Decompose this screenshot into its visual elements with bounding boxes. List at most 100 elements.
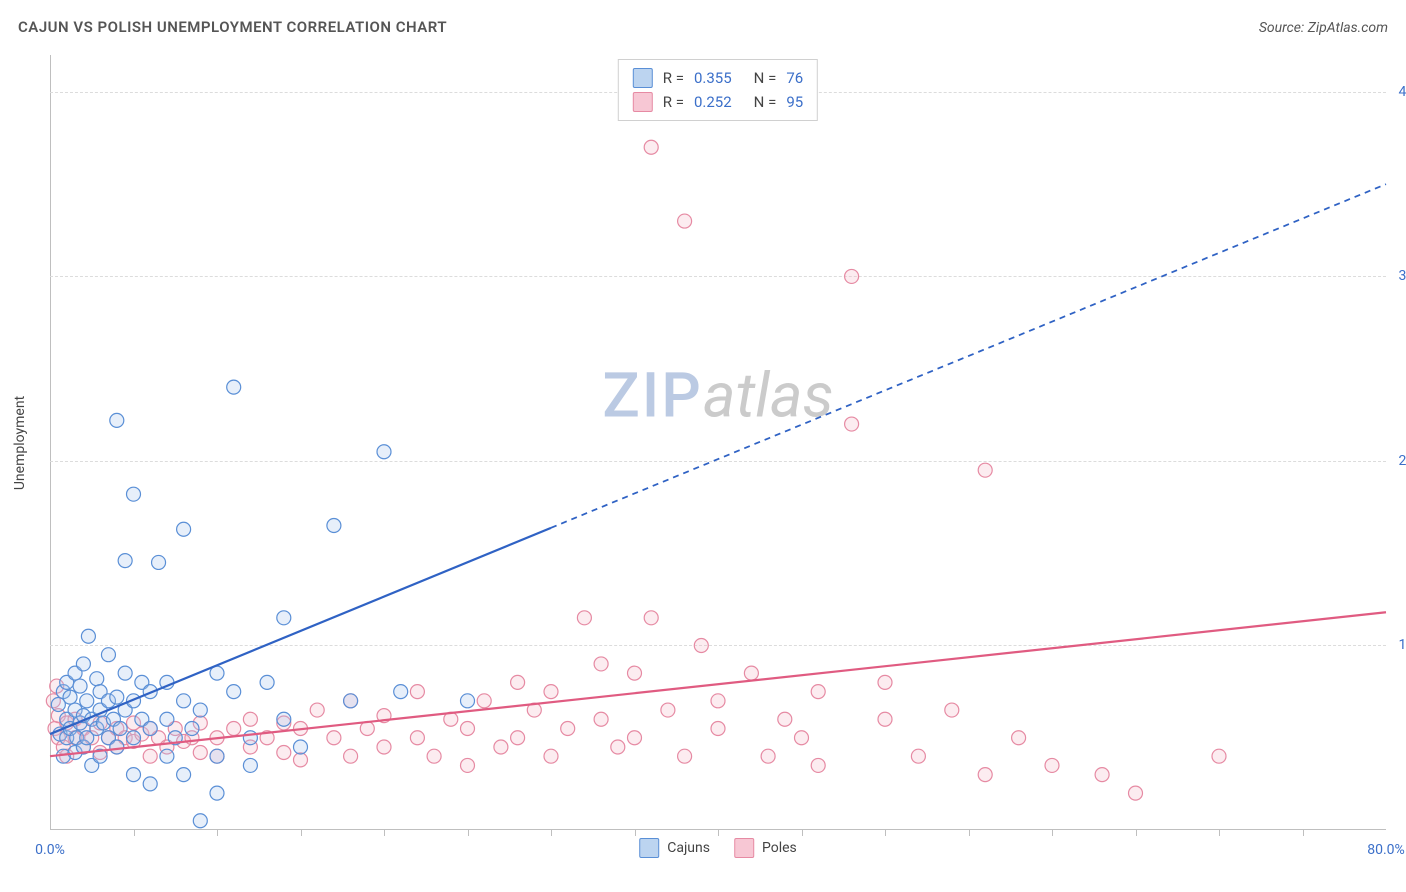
data-point — [511, 731, 525, 745]
data-point — [694, 638, 708, 652]
data-point — [594, 712, 608, 726]
data-point — [327, 731, 341, 745]
data-point — [101, 648, 115, 662]
data-point — [561, 722, 575, 736]
stat-n-label: N = — [754, 93, 777, 111]
stats-row-cajuns: R = 0.355 N = 76 — [633, 66, 803, 90]
legend-item-cajuns: Cajuns — [639, 838, 710, 858]
data-point — [193, 746, 207, 760]
data-point — [427, 749, 441, 763]
x-tick — [468, 830, 469, 836]
data-point — [744, 666, 758, 680]
data-point — [644, 140, 658, 154]
data-point — [678, 749, 692, 763]
x-tick — [718, 830, 719, 836]
data-point — [110, 740, 124, 754]
data-point — [461, 758, 475, 772]
y-axis-label: Unemployment — [12, 395, 28, 489]
data-point — [410, 685, 424, 699]
data-point — [90, 672, 104, 686]
x-tick — [134, 830, 135, 836]
x-tick — [885, 830, 886, 836]
data-point — [81, 629, 95, 643]
legend-swatch-cajuns — [639, 838, 659, 858]
data-point — [795, 731, 809, 745]
data-point — [628, 666, 642, 680]
data-point — [127, 731, 141, 745]
x-tick — [1052, 830, 1053, 836]
x-tick-label: 80.0% — [1367, 842, 1405, 858]
data-point — [761, 749, 775, 763]
data-point — [778, 712, 792, 726]
data-point — [327, 519, 341, 533]
data-point — [628, 731, 642, 745]
stats-box: R = 0.355 N = 76 R = 0.252 N = 95 — [618, 59, 818, 121]
data-point — [227, 380, 241, 394]
chart-source: Source: ZipAtlas.com — [1259, 20, 1388, 36]
data-point — [594, 657, 608, 671]
data-point — [344, 694, 358, 708]
data-point — [878, 675, 892, 689]
legend-swatch-poles — [734, 838, 754, 858]
data-point — [227, 685, 241, 699]
swatch-cajuns — [633, 68, 653, 88]
stat-n-label: N = — [754, 69, 777, 87]
data-point — [711, 722, 725, 736]
data-point — [243, 758, 257, 772]
data-point — [410, 731, 424, 745]
y-tick-label: 40.0% — [1398, 84, 1406, 100]
stat-r-label: R = — [663, 93, 684, 111]
data-point — [377, 740, 391, 754]
stats-row-poles: R = 0.252 N = 95 — [633, 90, 803, 114]
data-point — [461, 694, 475, 708]
data-point — [945, 703, 959, 717]
data-point — [644, 611, 658, 625]
data-point — [160, 712, 174, 726]
x-tick — [1136, 830, 1137, 836]
data-point — [185, 722, 199, 736]
data-point — [110, 413, 124, 427]
data-point — [377, 445, 391, 459]
x-tick — [384, 830, 385, 836]
data-point — [845, 269, 859, 283]
data-point — [544, 749, 558, 763]
data-point — [1012, 731, 1026, 745]
y-tick-label: 30.0% — [1398, 268, 1406, 284]
swatch-poles — [633, 92, 653, 112]
data-point — [193, 703, 207, 717]
data-point — [294, 753, 308, 767]
x-tick — [551, 830, 552, 836]
data-point — [277, 712, 291, 726]
stat-n-poles: 95 — [786, 93, 803, 111]
data-point — [911, 749, 925, 763]
data-point — [811, 685, 825, 699]
data-point — [511, 675, 525, 689]
data-point — [63, 690, 77, 704]
data-point — [177, 768, 191, 782]
data-point — [811, 758, 825, 772]
data-point — [277, 611, 291, 625]
chart-area: Unemployment 10.0%20.0%30.0%40.0% 0.0%80… — [50, 55, 1386, 830]
chart-title: CAJUN VS POLISH UNEMPLOYMENT CORRELATION… — [18, 18, 447, 36]
data-point — [1129, 786, 1143, 800]
data-point — [711, 694, 725, 708]
data-point — [160, 749, 174, 763]
data-point — [1045, 758, 1059, 772]
data-point — [845, 417, 859, 431]
data-point — [118, 666, 132, 680]
data-point — [310, 703, 324, 717]
stat-n-cajuns: 76 — [786, 69, 803, 87]
stat-r-cajuns: 0.355 — [694, 69, 732, 87]
y-tick-label: 10.0% — [1398, 637, 1406, 653]
data-point — [277, 746, 291, 760]
data-point — [73, 679, 87, 693]
stat-r-poles: 0.252 — [694, 93, 732, 111]
data-point — [344, 749, 358, 763]
data-point — [210, 786, 224, 800]
data-point — [477, 694, 491, 708]
legend-label-poles: Poles — [762, 840, 797, 856]
x-tick-label: 0.0% — [35, 842, 65, 858]
data-point — [113, 722, 127, 736]
x-tick — [217, 830, 218, 836]
data-point — [494, 740, 508, 754]
